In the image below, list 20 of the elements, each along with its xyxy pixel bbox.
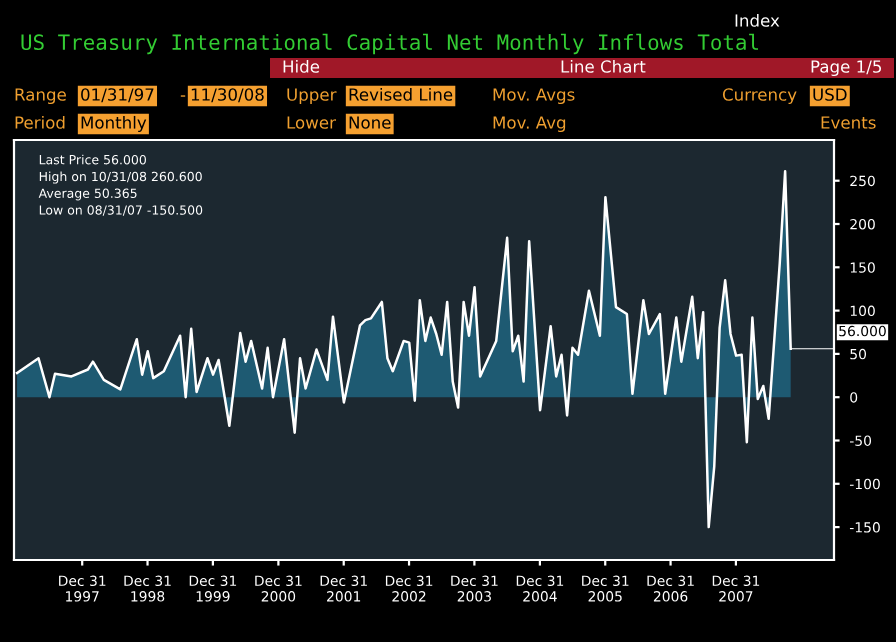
text: Hide	[283, 59, 320, 73]
text: Upper	[287, 88, 337, 105]
text: Mov. Avgs	[493, 88, 575, 105]
text: Lower	[287, 116, 336, 129]
text: None	[349, 116, 391, 129]
text: 11/30/08	[191, 88, 264, 103]
text: Index	[735, 13, 780, 27]
chart-title: US Treasury International Capital Net Monthly Inflows Total	[21, 33, 758, 55]
text: Monthly	[81, 115, 147, 133]
text: Range	[15, 88, 66, 105]
text: Period	[15, 115, 65, 129]
text: USD	[813, 88, 847, 101]
text: 01/31/97	[81, 88, 154, 103]
text: Events	[821, 116, 876, 129]
text: Mov. Avg	[493, 116, 566, 133]
text: -	[180, 95, 186, 97]
text: Line Chart	[561, 59, 646, 73]
text: Currency	[722, 88, 797, 105]
text: Revised Line	[349, 87, 453, 101]
text: Page 1/5	[811, 60, 882, 77]
